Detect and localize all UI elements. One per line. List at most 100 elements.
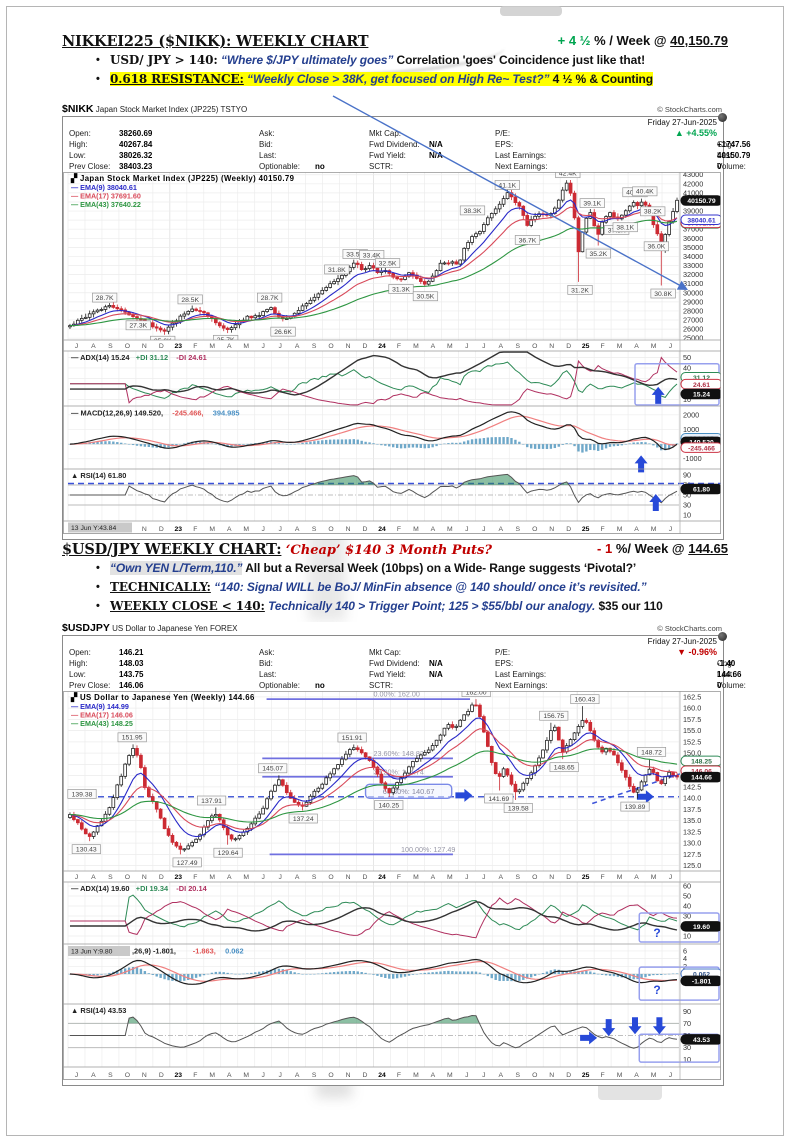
price-panel: 125.0 127.5 130.0 132.5 135.0 137.5 140.0 142.5… — [68, 690, 723, 870]
svg-text:M: M — [209, 343, 215, 350]
svg-text:J: J — [465, 1072, 468, 1079]
svg-text:157.5: 157.5 — [683, 715, 701, 724]
svg-text:— EMA(43) 148.25: — EMA(43) 148.25 — [71, 719, 133, 728]
usdjpy-chart-header: $USDJPY US Dollar to Japanese Yen FOREX … — [62, 622, 722, 634]
svg-text:24: 24 — [378, 343, 386, 350]
chart-date: Friday 27-Jun-2025 — [647, 637, 717, 646]
svg-text:S: S — [312, 1072, 317, 1079]
copyright: © StockCharts.com — [657, 624, 722, 633]
svg-text:D: D — [363, 526, 368, 533]
symbol: $NIKK — [62, 103, 94, 115]
price-labels: 139.38 151.95 137.91 145.07 151.91 162.00 156.… — [67, 687, 667, 868]
right-arrow-annotation — [636, 790, 654, 804]
svg-text:26000: 26000 — [683, 325, 703, 334]
svg-text:127.49: 127.49 — [177, 860, 198, 867]
svg-text:50: 50 — [683, 892, 691, 901]
svg-text:S: S — [108, 874, 113, 881]
svg-text:36000: 36000 — [683, 234, 703, 243]
price-tag — [412, 291, 439, 302]
svg-text:160.0: 160.0 — [683, 704, 701, 713]
svg-text:O: O — [328, 343, 333, 350]
svg-text:150.0: 150.0 — [683, 749, 701, 758]
svg-text:F: F — [397, 343, 401, 350]
usdjpy-quote-panel: Friday 27-Jun-2025 Open: 146.21 High: 148.… — [69, 637, 746, 690]
svg-text:15.24: 15.24 — [693, 392, 710, 399]
price-tag — [570, 694, 600, 705]
svg-text:M: M — [413, 526, 419, 533]
usdjpy-chart-body: Friday 27-Jun-2025 Open: 146.21 High: 148.… — [62, 632, 746, 1086]
svg-text:N: N — [346, 526, 351, 533]
svg-text:O: O — [125, 1072, 130, 1079]
svg-text:162.00: 162.00 — [466, 691, 487, 697]
svg-text:M: M — [651, 1072, 657, 1079]
svg-text:M: M — [243, 1072, 249, 1079]
price-tag — [337, 732, 367, 743]
svg-text:32.5K: 32.5K — [379, 260, 397, 267]
svg-text:— EMA(43) 37640.22: — EMA(43) 37640.22 — [71, 200, 141, 209]
ema-lines — [69, 717, 678, 838]
svg-text:N: N — [549, 1072, 554, 1079]
svg-text:M: M — [617, 343, 623, 350]
svg-text:41.1K: 41.1K — [498, 182, 516, 189]
chart-date: Friday 27-Jun-2025 — [647, 118, 717, 127]
price-tag — [213, 847, 243, 858]
svg-text:N: N — [142, 874, 147, 881]
svg-text:10: 10 — [683, 932, 691, 941]
svg-text:N: N — [142, 526, 147, 533]
svg-text:M: M — [447, 1072, 453, 1079]
svg-text:140.25: 140.25 — [378, 802, 399, 809]
svg-text:M: M — [651, 343, 657, 350]
svg-text:J: J — [261, 343, 264, 350]
svg-text:127.5: 127.5 — [683, 850, 701, 859]
svg-text:40150.79: 40150.79 — [687, 198, 716, 205]
price-tag — [484, 793, 514, 804]
svg-text:N: N — [549, 343, 554, 350]
candlestick-series — [68, 699, 679, 855]
usdjpy-bullet-1: • “Own YEN L/Term,110.” All but a Revers… — [96, 561, 637, 575]
price-tag — [125, 320, 151, 331]
svg-text:160.43: 160.43 — [575, 697, 596, 704]
svg-text:148.25: 148.25 — [691, 759, 712, 766]
symbol: $USDJPY — [62, 622, 110, 634]
svg-text:F: F — [601, 526, 605, 533]
price-tag — [172, 857, 202, 868]
svg-text:A: A — [227, 526, 232, 533]
svg-text:-DI 20.14: -DI 20.14 — [176, 884, 207, 893]
svg-text:O: O — [328, 526, 333, 533]
month-axis: J A S O N D 23 F M A M J J A S O N D 24 F M A M J J A S O N D 25 F M A M J — [63, 339, 721, 352]
svg-text:J: J — [278, 343, 281, 350]
svg-text:N: N — [549, 526, 554, 533]
svg-text:A: A — [499, 343, 504, 350]
svg-text:A: A — [227, 874, 232, 881]
fib-label: 38.20%: 144.74 — [374, 767, 424, 776]
svg-text:A: A — [295, 526, 300, 533]
svg-text:O: O — [125, 343, 130, 350]
svg-text:38.1K: 38.1K — [616, 225, 634, 232]
svg-text:43000: 43000 — [683, 172, 703, 179]
svg-text:148.72: 148.72 — [641, 749, 662, 756]
price-tag — [67, 789, 97, 799]
price-tag — [374, 800, 404, 810]
chart-legend: ▞ US Dollar to Japanese Yen (Weekly) 144… — [70, 692, 255, 728]
svg-text:41000: 41000 — [683, 188, 703, 197]
month-axis: J A S O N D 23 F M A M J J A S O N D 24 F M A M J J A S O N D 25 F M A M J — [63, 870, 721, 883]
svg-text:25: 25 — [582, 343, 590, 350]
svg-text:A: A — [431, 1072, 436, 1079]
svg-text:A: A — [634, 874, 639, 881]
svg-text:J: J — [465, 874, 468, 881]
svg-text:J: J — [261, 526, 264, 533]
nikkei-chart: $NIKK Japan Stock Market Index (JP225) T… — [62, 103, 751, 540]
svg-text:-1000: -1000 — [683, 454, 702, 463]
svg-text:— EMA(9) 38040.61: — EMA(9) 38040.61 — [71, 183, 137, 192]
svg-text:A: A — [295, 1072, 300, 1079]
svg-text:J: J — [465, 526, 468, 533]
svg-text:156.75: 156.75 — [543, 713, 564, 720]
svg-text:S: S — [515, 874, 520, 881]
svg-text:D: D — [363, 874, 368, 881]
svg-text:162.5: 162.5 — [683, 692, 701, 701]
bullet-icon: • — [96, 73, 100, 85]
crosshair-tooltip — [68, 522, 132, 533]
svg-text:60: 60 — [683, 882, 691, 891]
macd-panel: 642 13 Jun Y:9.80 ,26,9) -1.801, -1.863, 0… — [68, 946, 723, 1001]
svg-text:J: J — [75, 343, 78, 350]
